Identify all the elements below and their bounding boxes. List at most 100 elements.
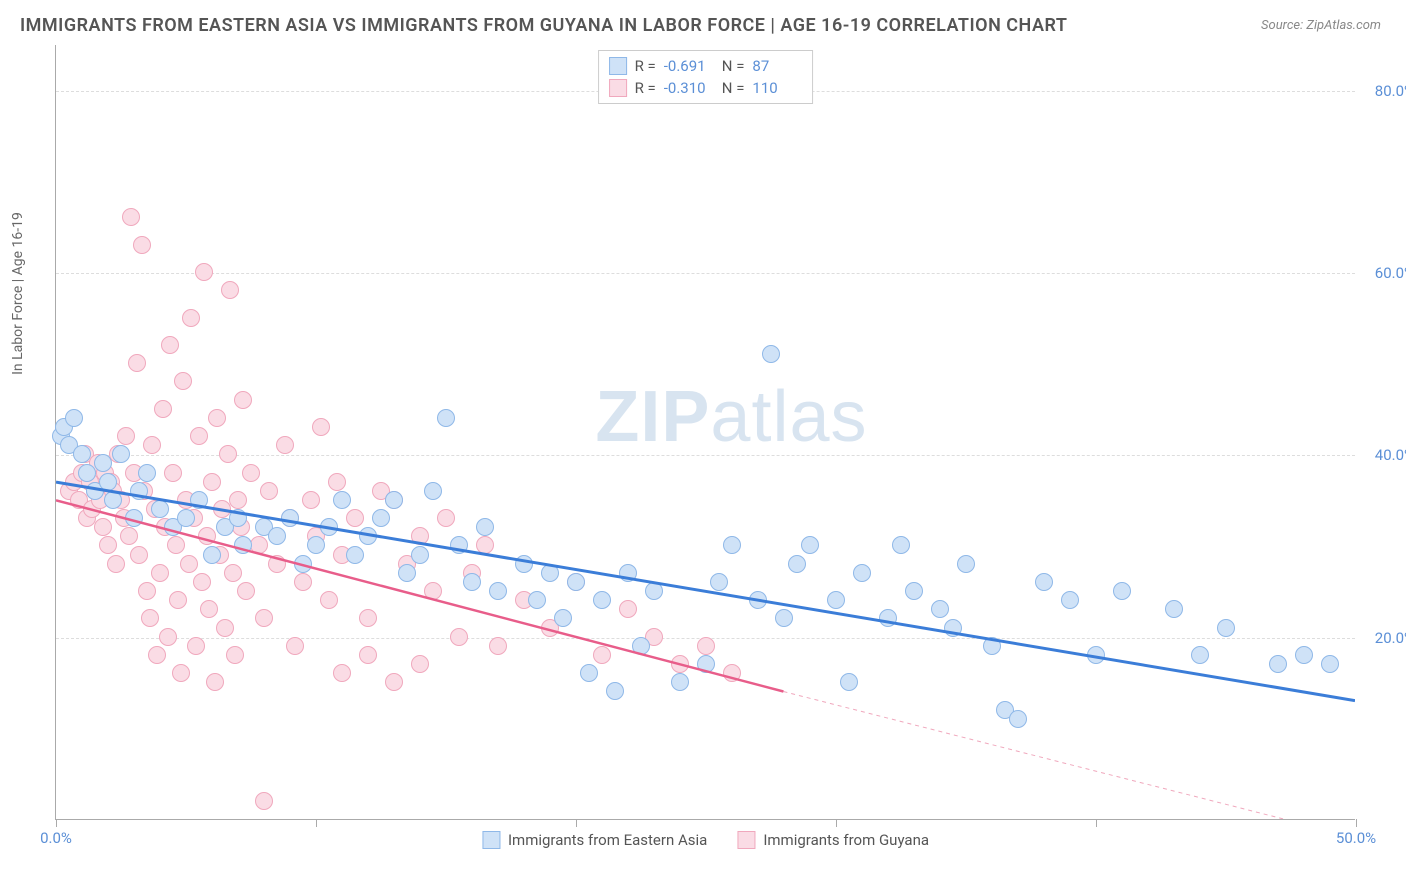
scatter-point xyxy=(203,473,221,491)
scatter-point xyxy=(476,518,494,536)
scatter-point xyxy=(172,664,190,682)
scatter-point xyxy=(333,664,351,682)
scatter-point xyxy=(151,500,169,518)
scatter-point xyxy=(73,445,91,463)
scatter-point xyxy=(671,655,689,673)
scatter-point xyxy=(606,682,624,700)
scatter-point xyxy=(216,619,234,637)
scatter-point xyxy=(182,309,200,327)
scatter-point xyxy=(554,609,572,627)
scatter-point xyxy=(424,482,442,500)
scatter-point xyxy=(237,582,255,600)
scatter-point xyxy=(697,637,715,655)
scatter-point xyxy=(281,509,299,527)
plot-area: In Labor Force | Age 16-19 ZIPatlas R = … xyxy=(55,45,1355,820)
scatter-point xyxy=(94,518,112,536)
scatter-point xyxy=(541,564,559,582)
scatter-point xyxy=(710,573,728,591)
scatter-point xyxy=(931,600,949,618)
scatter-point xyxy=(905,582,923,600)
scatter-point xyxy=(117,427,135,445)
scatter-point xyxy=(489,637,507,655)
n-value-1: 87 xyxy=(752,57,802,75)
scatter-point xyxy=(476,536,494,554)
scatter-point xyxy=(65,409,83,427)
scatter-point xyxy=(1191,646,1209,664)
scatter-point xyxy=(749,591,767,609)
scatter-point xyxy=(208,409,226,427)
scatter-point xyxy=(671,673,689,691)
scatter-point xyxy=(463,573,481,591)
y-tick-label: 80.0% xyxy=(1375,82,1406,100)
swatch-series-2 xyxy=(609,79,627,97)
scatter-point xyxy=(167,536,185,554)
trend-line-dashed xyxy=(783,692,1355,819)
scatter-point xyxy=(775,609,793,627)
scatter-point xyxy=(198,527,216,545)
scatter-point xyxy=(1009,710,1027,728)
trend-lines-svg xyxy=(56,45,1355,819)
scatter-point xyxy=(957,555,975,573)
scatter-point xyxy=(320,591,338,609)
bottom-legend: Immigrants from Eastern Asia Immigrants … xyxy=(482,831,929,849)
scatter-point xyxy=(398,564,416,582)
scatter-point xyxy=(312,418,330,436)
scatter-point xyxy=(359,527,377,545)
scatter-point xyxy=(294,555,312,573)
scatter-point xyxy=(489,582,507,600)
scatter-point xyxy=(128,354,146,372)
x-tick xyxy=(576,819,577,827)
scatter-point xyxy=(99,536,117,554)
scatter-point xyxy=(141,609,159,627)
scatter-point xyxy=(619,600,637,618)
scatter-point xyxy=(190,491,208,509)
scatter-point xyxy=(1217,619,1235,637)
scatter-point xyxy=(104,491,122,509)
scatter-point xyxy=(112,445,130,463)
scatter-point xyxy=(619,564,637,582)
scatter-point xyxy=(567,573,585,591)
swatch-series-1 xyxy=(609,57,627,75)
scatter-point xyxy=(424,582,442,600)
scatter-point xyxy=(302,491,320,509)
legend-label-1: Immigrants from Eastern Asia xyxy=(508,831,707,849)
scatter-point xyxy=(133,236,151,254)
stats-legend-box: R = -0.691 N = 87 R = -0.310 N = 110 xyxy=(598,50,814,104)
scatter-point xyxy=(359,646,377,664)
scatter-point xyxy=(723,536,741,554)
scatter-point xyxy=(372,509,390,527)
n-label: N = xyxy=(722,79,745,97)
y-axis-title: In Labor Force | Age 16-19 xyxy=(10,212,26,375)
scatter-point xyxy=(234,391,252,409)
scatter-point xyxy=(723,664,741,682)
scatter-point xyxy=(94,454,112,472)
scatter-point xyxy=(190,427,208,445)
scatter-point xyxy=(827,591,845,609)
scatter-point xyxy=(1269,655,1287,673)
scatter-point xyxy=(276,436,294,454)
scatter-point xyxy=(1113,582,1131,600)
scatter-point xyxy=(437,409,455,427)
y-tick-label: 40.0% xyxy=(1375,446,1406,464)
scatter-point xyxy=(385,491,403,509)
scatter-point xyxy=(143,436,161,454)
scatter-point xyxy=(187,637,205,655)
scatter-point xyxy=(138,582,156,600)
scatter-point xyxy=(788,555,806,573)
scatter-point xyxy=(450,628,468,646)
scatter-point xyxy=(229,491,247,509)
y-tick-label: 20.0% xyxy=(1375,629,1406,647)
scatter-point xyxy=(169,591,187,609)
stats-row-series-1: R = -0.691 N = 87 xyxy=(609,55,803,77)
scatter-point xyxy=(255,792,273,810)
y-tick-label: 60.0% xyxy=(1375,264,1406,282)
scatter-point xyxy=(1035,573,1053,591)
scatter-point xyxy=(632,637,650,655)
source-attribution: Source: ZipAtlas.com xyxy=(1261,18,1381,33)
scatter-point xyxy=(515,555,533,573)
scatter-point xyxy=(159,628,177,646)
scatter-point xyxy=(260,482,278,500)
legend-swatch-1 xyxy=(482,831,500,849)
r-label: R = xyxy=(635,57,656,75)
scatter-point xyxy=(528,591,546,609)
